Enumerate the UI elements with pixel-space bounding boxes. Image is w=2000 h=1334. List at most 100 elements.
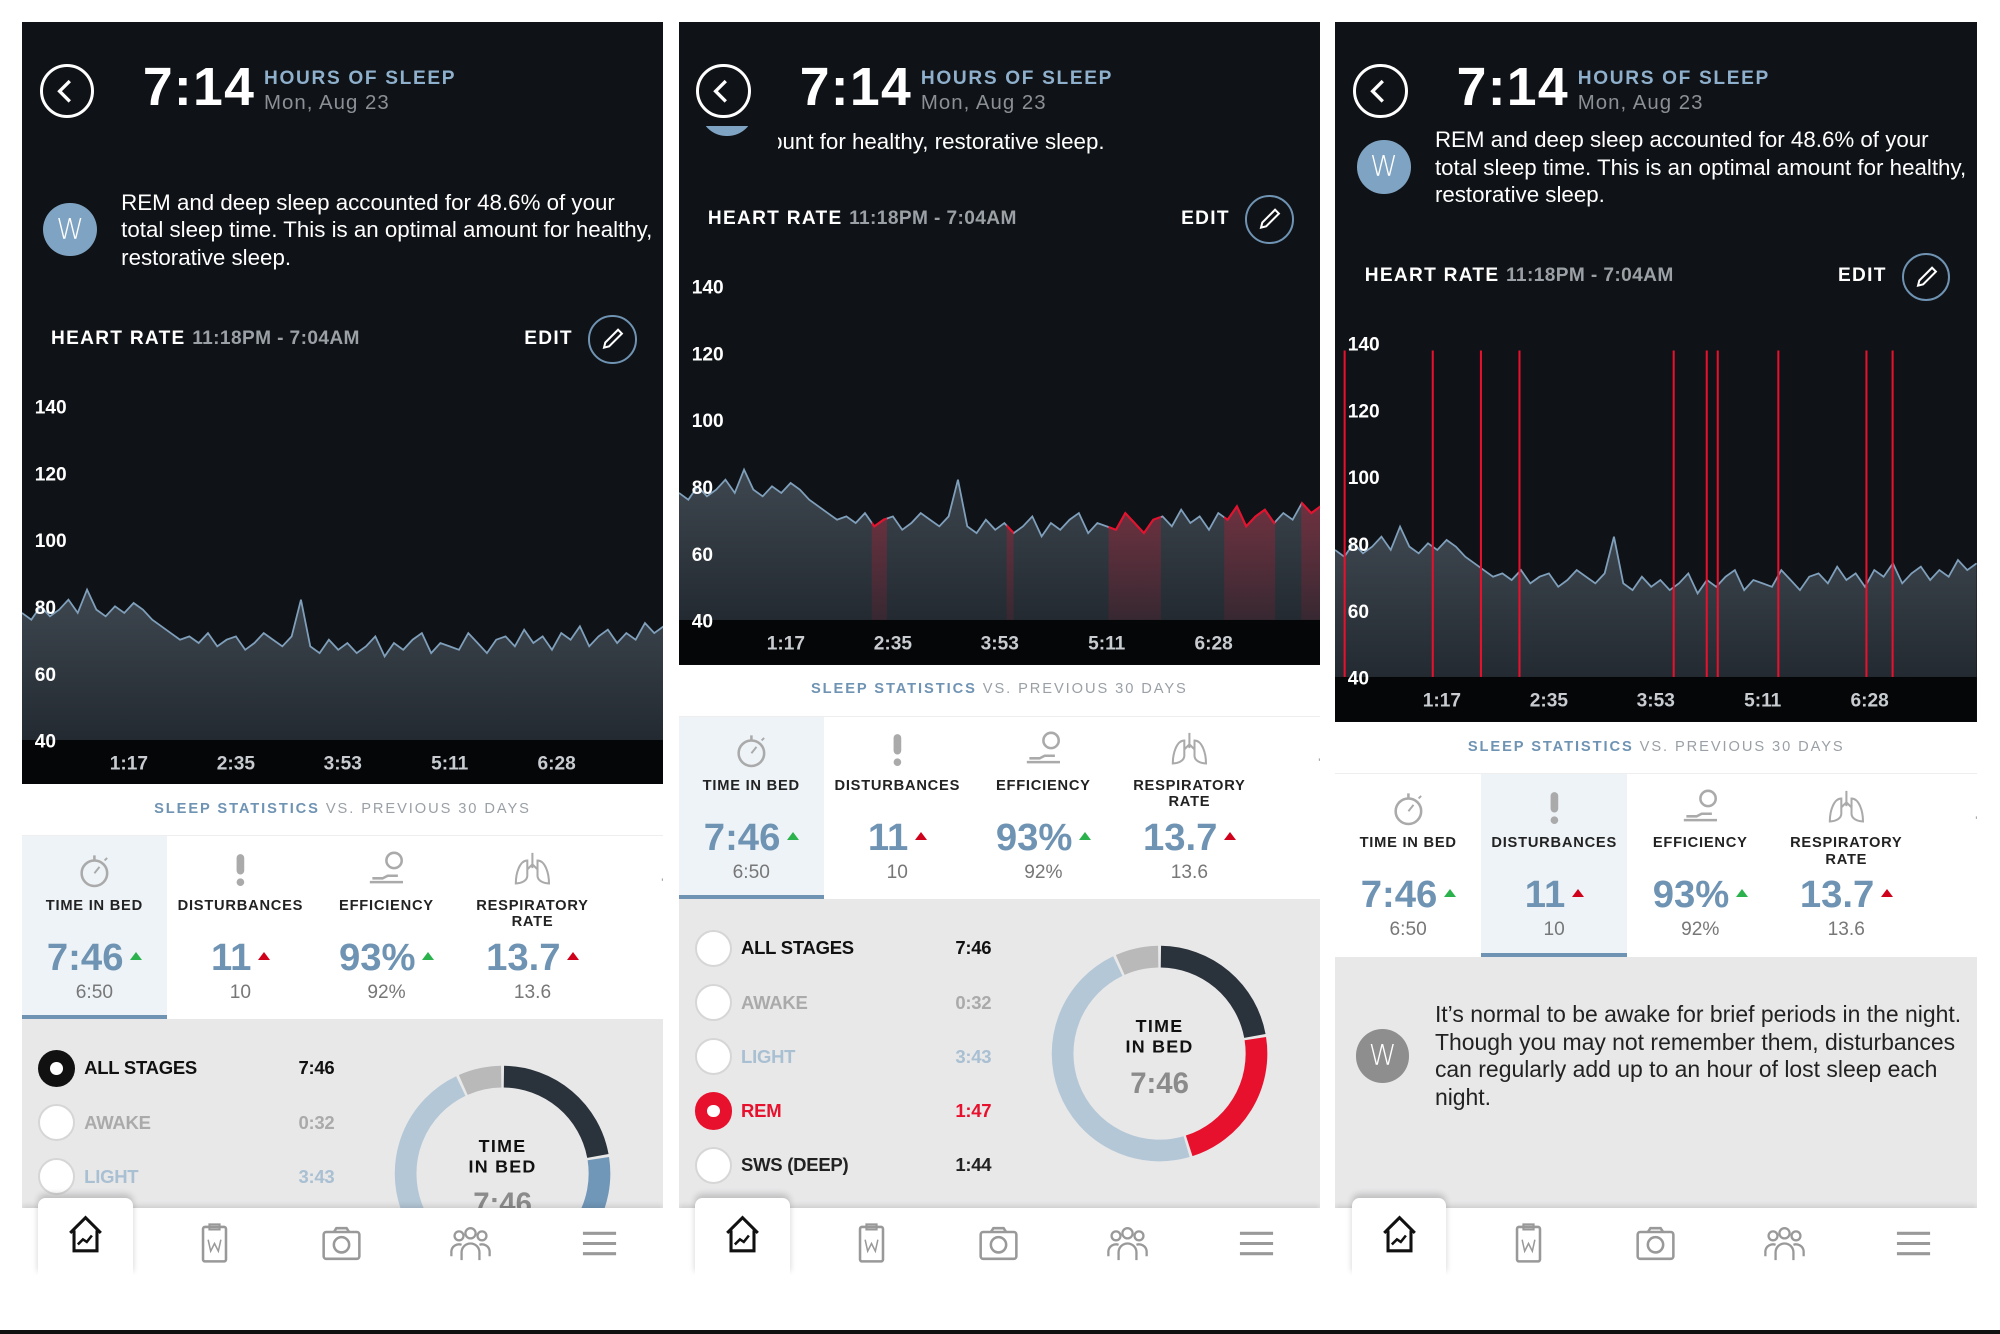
hamburger-icon[interactable] [1888,1218,1939,1269]
stat-tab-disturbances[interactable]: DISTURBANCES 11 10 [1481,773,1627,958]
radio-light[interactable] [695,1038,733,1076]
stat-tab-time-in-bed[interactable]: TIME IN BED 7:46 6:50 [678,716,824,901]
trend-up-icon [1735,888,1748,898]
stat-value: 7:46 [679,816,824,860]
stat-value: 7:46 [22,936,167,980]
camera-icon[interactable] [316,1218,367,1269]
insight-text-tail: REM and deep sleep accounted for 48.6% o… [778,128,1105,154]
stage-label-all[interactable]: ALL STAGES [741,937,854,959]
y-tick-label: 120 [691,344,723,365]
trend-up-icon [421,951,434,960]
people-icon[interactable] [1759,1218,1810,1269]
home-chart-icon[interactable] [1374,1210,1425,1261]
stat-previous-value: 0 [1920,919,1977,941]
scroll-viewport[interactable]: W REM and deep sleep accounted for 48.6% … [678,126,1321,1208]
edit-pencil-button[interactable] [1901,252,1951,302]
radio-deep[interactable] [695,1146,733,1184]
home-chart-icon[interactable] [60,1210,111,1261]
stage-label-awake[interactable]: AWAKE [741,991,808,1013]
radio-light[interactable] [38,1158,76,1196]
stat-label: LAT [1920,835,1977,852]
back-button[interactable] [1353,63,1408,119]
stat-tab-efficiency[interactable]: EFFICIENCY 93% 92% [971,717,1116,896]
hamburger-icon[interactable] [1231,1218,1282,1269]
chevron-left-icon[interactable] [699,67,747,115]
scroll-viewport[interactable]: W REM and deep sleep accounted for 48.6% … [21,126,664,1208]
y-tick-label: 80 [691,478,712,499]
y-tick-label: 40 [1348,669,1369,690]
chevron-left-icon[interactable] [43,67,91,115]
pencil-icon[interactable] [1904,255,1949,300]
nav-home-tab[interactable] [1352,1197,1447,1276]
pencil-icon[interactable] [590,317,635,362]
edit-button[interactable]: EDIT [1181,207,1230,229]
pencil-icon[interactable] [1247,197,1292,242]
stat-tab-efficiency[interactable]: EFFICIENCY 93% 92% [1628,774,1773,953]
stat-value: 93% [314,936,459,980]
stat-value-text: 13.7 [1799,873,1875,917]
sleep-header: 7:14 HOURS OF SLEEP Mon, Aug 23 [21,21,664,127]
stat-tab-latency[interactable]: LAT 00 [606,836,664,1015]
coach-logo-icon: W [1357,140,1411,194]
edit-pencil-button[interactable] [587,315,637,364]
donut-value: 7:46 [473,1187,532,1208]
rem-period [1223,469,1275,620]
stat-value: 0 [606,936,663,980]
edit-button[interactable]: EDIT [524,327,573,349]
hamburger-icon[interactable] [574,1218,625,1269]
stat-tab-respiratory-rate[interactable]: RESPIRATORY RATE 13.7 13.6 [1774,774,1919,953]
stage-label-rem[interactable]: REM [741,1100,782,1122]
scroll-viewport[interactable]: W REM and deep sleep accounted for 48.6% … [1335,126,1978,1208]
y-tick-label: 100 [1348,468,1380,489]
radio-all[interactable] [695,929,733,967]
radio-rem[interactable] [695,1092,733,1130]
stat-tab-respiratory-rate[interactable]: RESPIRATORY RATE 13.7 13.6 [1117,717,1262,896]
stage-value-light: 3:43 [955,1045,992,1067]
stat-tab-time-in-bed[interactable]: TIME IN BED 7:46 6:50 [21,836,168,1020]
nav-home-tab[interactable] [695,1197,790,1276]
stat-previous-value: 13.6 [1170,861,1208,883]
stat-value: 0 [1920,873,1977,917]
radio-awake[interactable] [695,984,733,1022]
clipboard-icon[interactable] [189,1218,240,1269]
edit-pencil-button[interactable] [1244,195,1294,244]
nav-home-tab[interactable] [38,1197,133,1276]
stage-label-light[interactable]: LIGHT [84,1165,139,1187]
stage-label-deep[interactable]: SWS (DEEP) [741,1154,849,1176]
detail-background [21,1019,664,1208]
radio-all[interactable] [38,1049,76,1087]
hours-of-sleep-label: HOURS OF SLEEP [1577,67,1770,89]
chevron-left-icon[interactable] [1356,67,1404,115]
stat-value-text: 7:46 [1360,873,1438,917]
camera-icon[interactable] [973,1218,1024,1269]
home-chart-icon[interactable] [717,1210,768,1261]
people-icon[interactable] [1102,1218,1153,1269]
stage-value-all: 7:46 [955,937,992,959]
edit-button[interactable]: EDIT [1838,265,1887,287]
radio-awake[interactable] [38,1103,76,1142]
heart-rate-title: HEART RATE 11:18PM - 7:04AM [708,208,1017,230]
hours-of-sleep-label: HOURS OF SLEEP [920,67,1114,89]
stat-tab-disturbances[interactable]: DISTURBANCES 11 10 [168,836,313,1015]
clipboard-icon[interactable] [846,1218,897,1269]
x-tick-label: 5:11 [1745,691,1783,712]
stat-tab-time-in-bed[interactable]: TIME IN BED 7:46 6:50 [1335,774,1480,953]
clipboard-icon[interactable] [1503,1218,1554,1269]
stage-label-all[interactable]: ALL STAGES [84,1057,197,1079]
stat-tab-latency[interactable]: LAT 00 [1920,774,1978,953]
stat-tab-efficiency[interactable]: EFFICIENCY 93% 92% [314,836,459,1015]
stat-tab-disturbances[interactable]: DISTURBANCES 11 10 [825,717,970,896]
camera-icon[interactable] [1630,1218,1681,1269]
stat-tab-respiratory-rate[interactable]: RESPIRATORY RATE 13.7 13.6 [460,836,605,1015]
stage-label-light[interactable]: LIGHT [741,1045,796,1067]
back-button[interactable] [696,63,751,119]
stat-tab-latency[interactable]: LAT 00 [1263,717,1321,896]
stage-label-awake[interactable]: AWAKE [84,1111,151,1133]
people-icon[interactable] [445,1218,496,1269]
lungs-icon [1828,790,1864,823]
back-button[interactable] [39,63,94,119]
